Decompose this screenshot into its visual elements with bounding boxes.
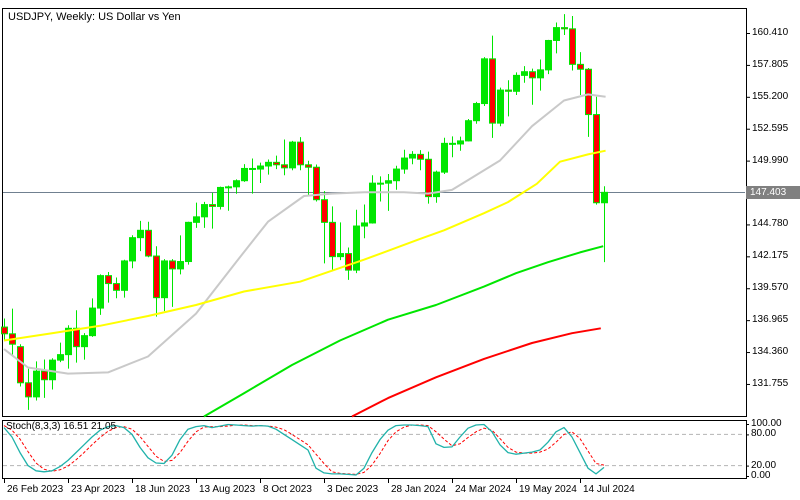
time-axis-label: 23 Apr 2023 — [71, 484, 125, 495]
time-axis-label: 26 Feb 2023 — [7, 484, 64, 495]
time-axis-label: 8 Oct 2023 — [263, 484, 312, 495]
stoch-axis-label: 0.00 — [751, 470, 771, 481]
chart-title: USDJPY, Weekly: US Dollar vs Yen — [8, 11, 181, 23]
price-axis-label: 152.595 — [752, 123, 789, 134]
price-axis-label: 134.360 — [752, 346, 789, 357]
price-axis-label: 131.755 — [752, 378, 789, 389]
time-axis-label: 18 Jun 2023 — [135, 484, 191, 495]
current-price-label: 147.403 — [746, 186, 800, 199]
time-axis-label: 14 Jul 2024 — [583, 484, 635, 495]
time-axis-label: 13 Aug 2023 — [199, 484, 256, 495]
stoch-indicator-label: Stoch(8,3,3) 16.51 21.05 — [6, 421, 117, 432]
stoch-axis-label: 80.00 — [751, 428, 777, 439]
price-axis-label: 142.175 — [752, 250, 789, 261]
price-axis-label: 155.200 — [752, 91, 789, 102]
time-axis-label: 28 Jan 2024 — [391, 484, 447, 495]
stoch-axis-label: 20.00 — [751, 460, 777, 471]
price-axis-label: 157.805 — [752, 59, 789, 70]
price-axis-label: 149.990 — [752, 155, 789, 166]
price-axis-label: 144.780 — [752, 218, 789, 229]
price-axis-label: 136.965 — [752, 314, 789, 325]
stoch-axis-label: 100.00 — [751, 418, 782, 429]
time-axis-label: 24 Mar 2024 — [455, 484, 512, 495]
time-axis-label: 19 May 2024 — [519, 484, 577, 495]
price-axis-label: 139.570 — [752, 282, 789, 293]
price-axis-label: 160.410 — [752, 27, 789, 38]
time-axis-label: 3 Dec 2023 — [327, 484, 379, 495]
